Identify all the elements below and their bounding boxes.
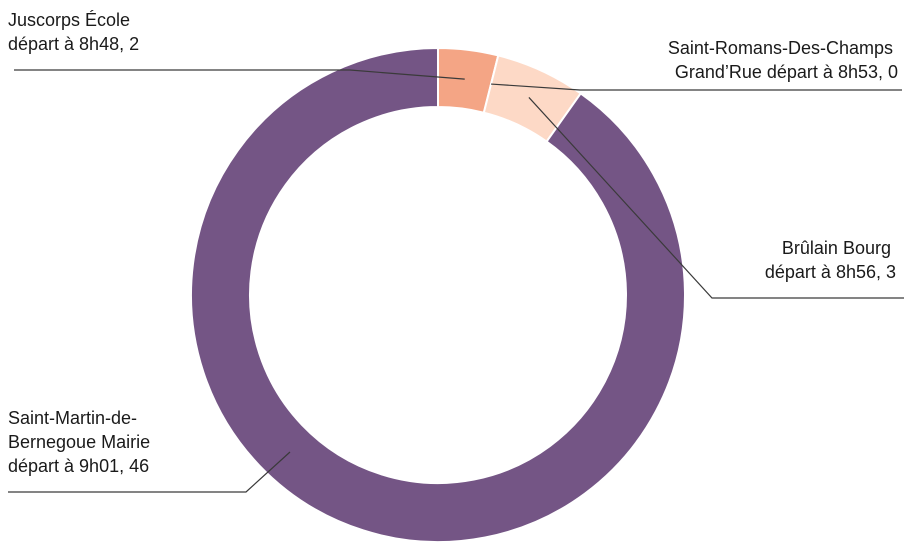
label-juscorps-line-2: départ à 8h48, 2 <box>8 34 139 54</box>
label-saint-martin-line-3: départ à 9h01, 46 <box>8 456 149 476</box>
label-brulain-bourg: Brûlain Bourg départ à 8h56, 3 <box>765 238 896 282</box>
leader-saint-romans <box>491 83 902 91</box>
label-saint-martin-line-1: Saint-Martin-de- <box>8 408 137 428</box>
label-saint-martin: Saint-Martin-de- Bernegoue Mairie départ… <box>8 408 155 476</box>
label-saint-romans-line-2: Grand’Rue départ à 8h53, 0 <box>675 62 898 82</box>
leader-juscorps-ecole <box>14 69 465 80</box>
label-juscorps-line-1: Juscorps École <box>8 10 130 30</box>
label-brulain-line-1: Brûlain Bourg <box>782 238 891 258</box>
label-saint-romans: Saint-Romans-Des-Champs Grand’Rue départ… <box>668 38 898 82</box>
label-saint-romans-line-1: Saint-Romans-Des-Champs <box>668 38 893 58</box>
leader-saint-martin <box>8 451 291 493</box>
donut-slices <box>190 46 686 542</box>
slice-saint-martin <box>190 46 686 542</box>
label-brulain-line-2: départ à 8h56, 3 <box>765 262 896 282</box>
leader-lines <box>8 69 904 493</box>
label-juscorps-ecole: Juscorps École départ à 8h48, 2 <box>8 10 139 54</box>
label-saint-martin-line-2: Bernegoue Mairie <box>8 432 150 452</box>
leader-brulain-bourg <box>528 97 904 299</box>
